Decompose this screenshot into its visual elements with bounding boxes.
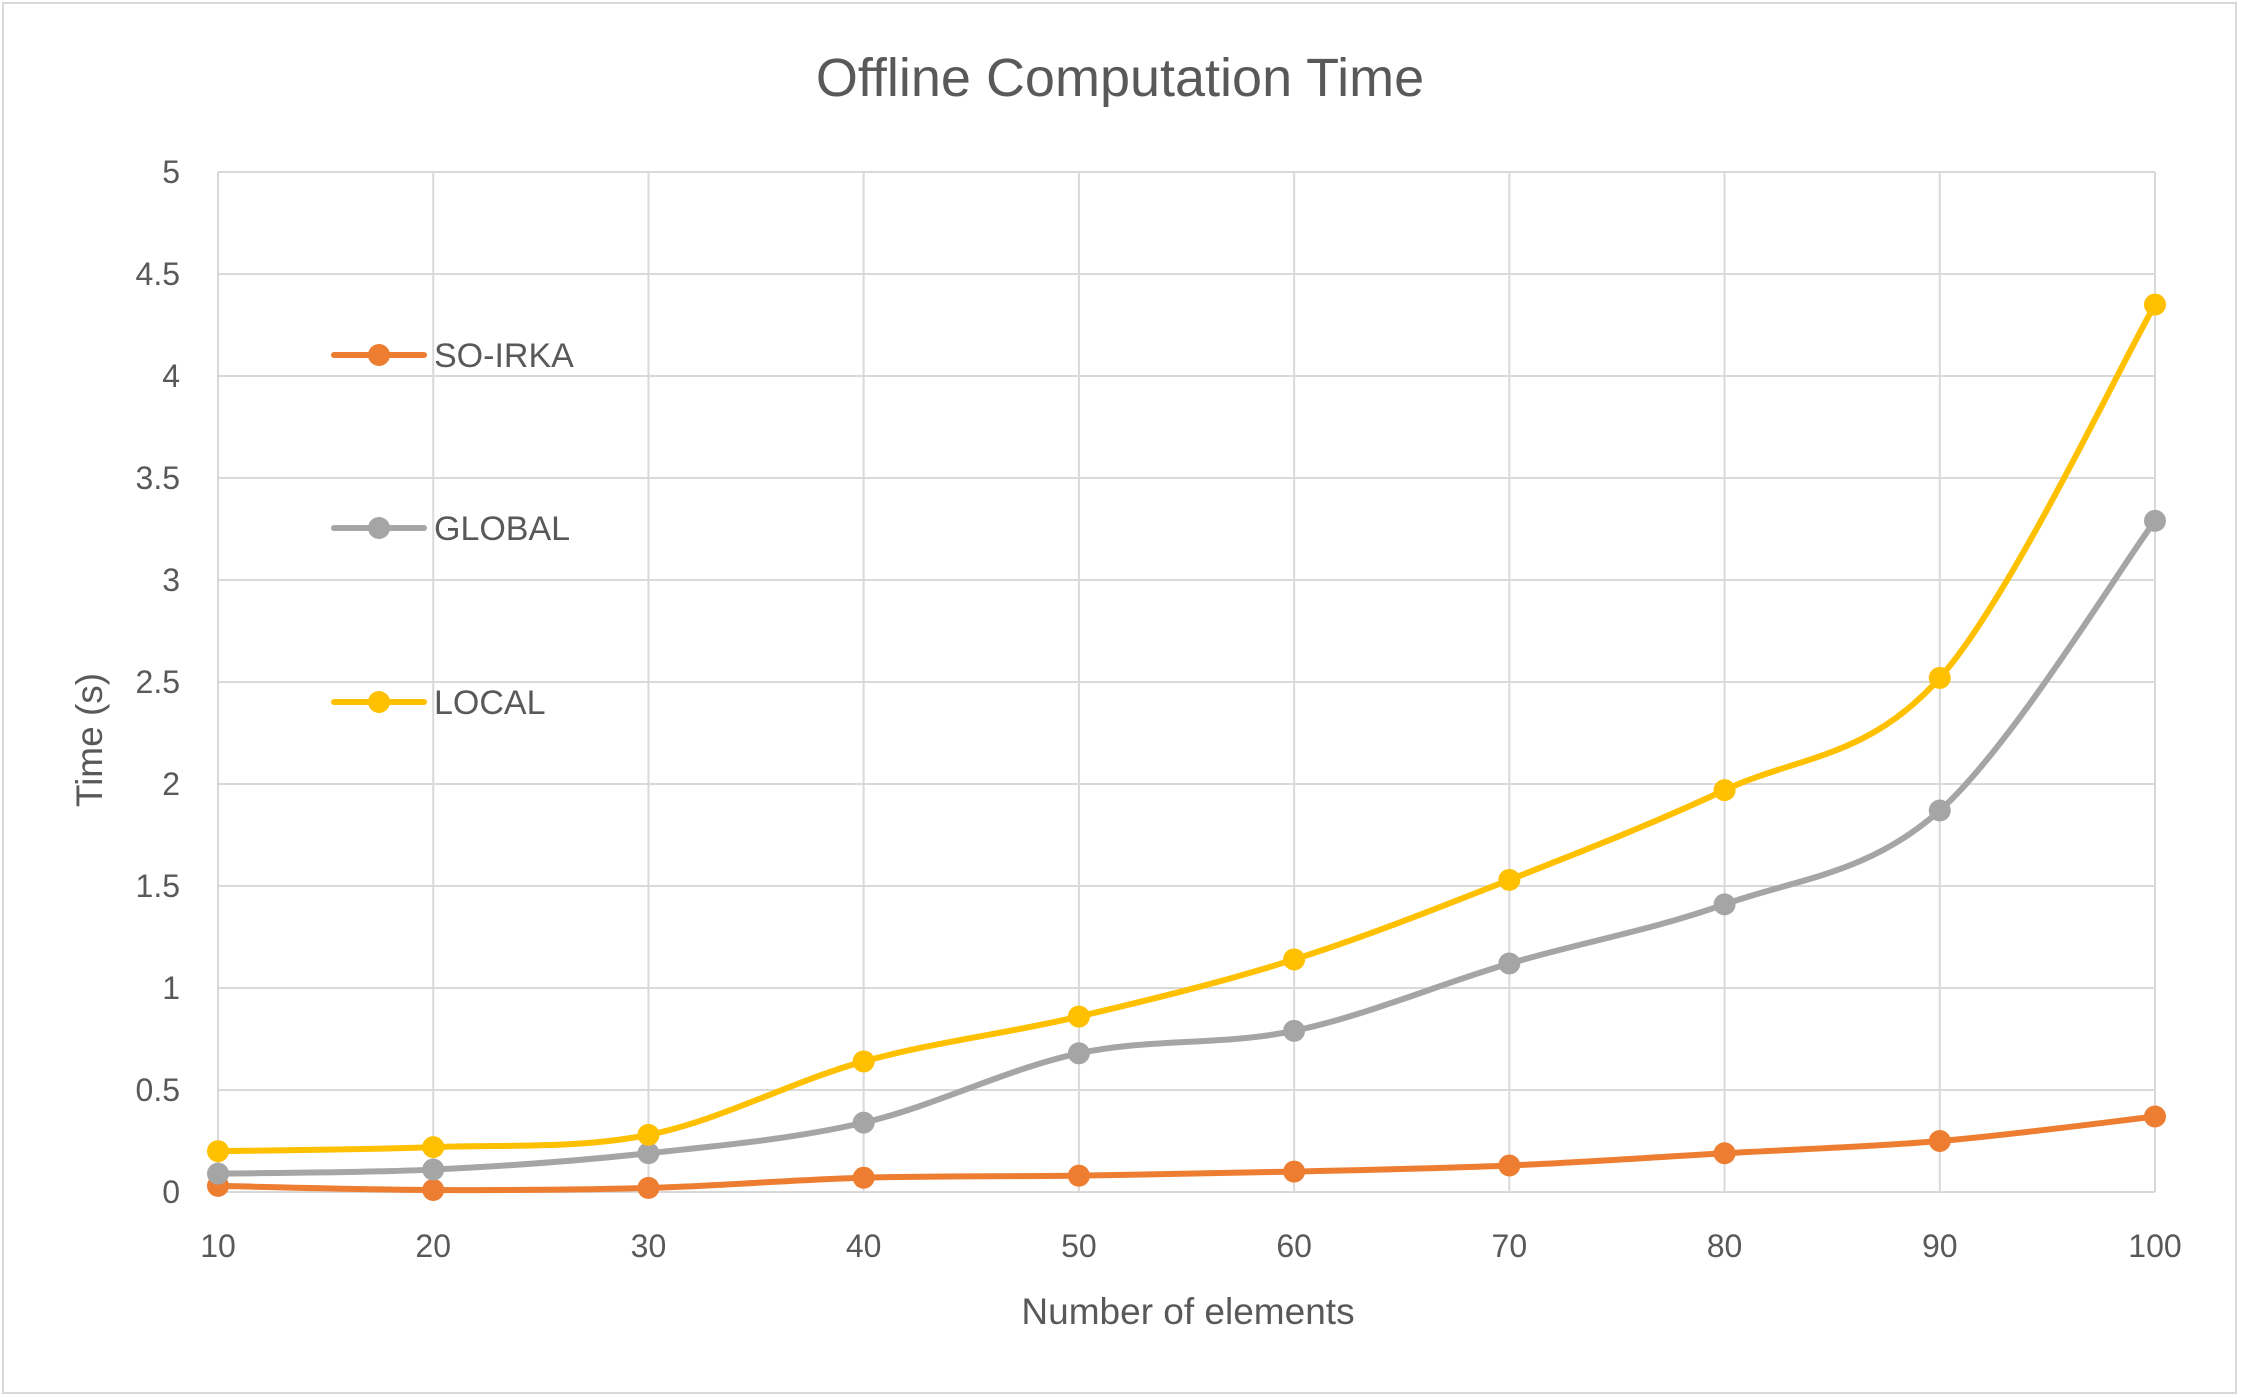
series-layer — [207, 293, 2166, 1201]
x-tick-label: 90 — [1922, 1228, 1958, 1264]
legend-label: GLOBAL — [434, 510, 570, 548]
legend-label: SO-IRKA — [434, 337, 574, 375]
x-tick-label: 70 — [1492, 1228, 1528, 1264]
data-point — [1067, 1042, 1090, 1065]
x-tick-label: 40 — [846, 1228, 882, 1264]
data-point — [1928, 799, 1951, 822]
x-tick-label: 60 — [1276, 1228, 1312, 1264]
y-tick-label: 4.5 — [136, 256, 180, 292]
data-point — [422, 1178, 445, 1201]
legend-item: SO-IRKA — [331, 337, 574, 375]
y-tick-label: 3 — [162, 562, 180, 598]
y-tick-label: 0 — [162, 1174, 180, 1210]
legend-marker — [368, 691, 390, 713]
y-tick-label: 4 — [162, 358, 180, 394]
x-tick-label: 30 — [631, 1228, 667, 1264]
y-tick-label: 1 — [162, 970, 180, 1006]
data-point — [1713, 893, 1736, 916]
series-line — [215, 301, 2158, 1155]
legend-marker — [368, 517, 390, 539]
legend-item: LOCAL — [331, 684, 546, 722]
data-point — [1713, 1142, 1736, 1165]
data-point — [637, 1123, 660, 1146]
x-tick-label: 20 — [415, 1228, 451, 1264]
data-point — [1928, 1130, 1951, 1152]
series-line — [215, 1113, 2158, 1194]
data-point — [422, 1158, 445, 1181]
data-point — [207, 1140, 229, 1163]
x-axis-label: Number of elements — [1021, 1291, 1354, 1332]
data-point — [2144, 1105, 2166, 1128]
tick-labels: 0 0.5 1 1.5 2 2.5 3 3.5 4 4.5 5 10 20 30 40 50 60 70 80 90 1… — [136, 154, 2182, 1264]
legend-item: GLOBAL — [331, 510, 570, 548]
y-tick-label: 2.5 — [136, 664, 180, 700]
x-tick-label: 10 — [200, 1228, 236, 1264]
data-point — [1067, 1005, 1090, 1028]
y-tick-label: 3.5 — [136, 460, 180, 496]
data-point — [852, 1050, 875, 1073]
data-point — [852, 1166, 875, 1189]
data-point — [422, 1136, 445, 1159]
data-point — [2144, 509, 2166, 532]
series-line — [215, 517, 2158, 1177]
x-tick-label: 80 — [1707, 1228, 1743, 1264]
y-axis-label: Time (s) — [69, 673, 110, 807]
data-point — [1713, 779, 1736, 802]
data-point — [1498, 1154, 1521, 1177]
grid — [217, 171, 2156, 1193]
data-point — [207, 1162, 229, 1185]
data-point — [637, 1176, 660, 1199]
y-tick-label: 0.5 — [136, 1072, 180, 1108]
data-point — [2144, 293, 2166, 316]
series-local — [207, 293, 2166, 1163]
y-tick-label: 2 — [162, 766, 180, 802]
data-point — [1928, 666, 1951, 689]
data-point — [1498, 952, 1521, 975]
data-point — [1283, 1019, 1306, 1042]
legend: SO-IRKA GLOBAL LOCAL — [331, 337, 574, 722]
x-tick-label: 100 — [2128, 1228, 2181, 1264]
data-point — [1067, 1164, 1090, 1187]
chart-title: Offline Computation Time — [816, 48, 1424, 108]
data-point — [637, 1142, 660, 1165]
data-point — [1283, 948, 1306, 971]
y-tick-label: 1.5 — [136, 868, 180, 904]
data-point — [1498, 868, 1521, 891]
series-global — [207, 509, 2166, 1185]
legend-label: LOCAL — [434, 684, 546, 722]
y-tick-label: 5 — [162, 154, 180, 190]
series-so-irka — [207, 1105, 2166, 1201]
data-point — [1283, 1160, 1306, 1183]
legend-marker — [368, 344, 390, 366]
data-point — [852, 1111, 875, 1134]
x-tick-label: 50 — [1061, 1228, 1097, 1264]
